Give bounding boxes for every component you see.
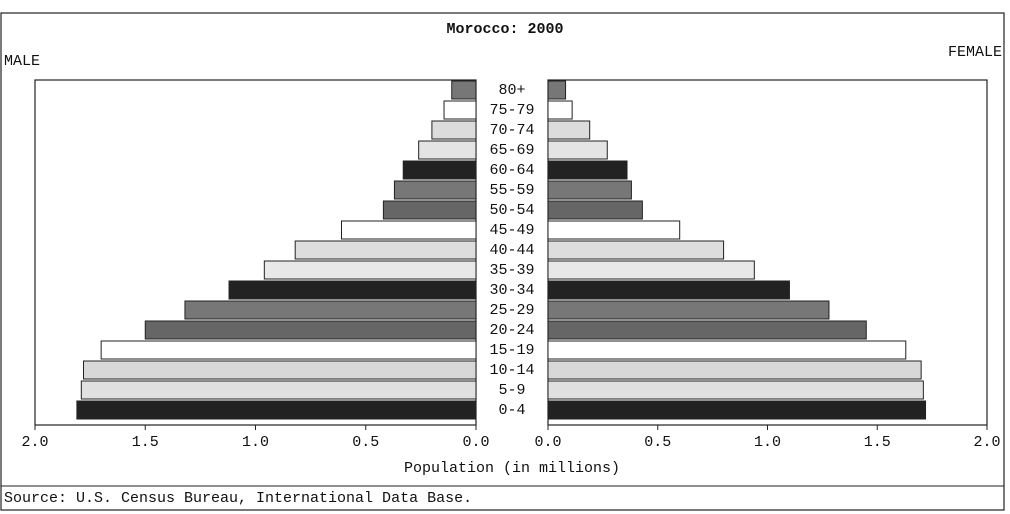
male-tick-label: 1.0: [242, 434, 269, 451]
legend-female: FEMALE: [948, 44, 1002, 61]
male-tick-label: 0.0: [462, 434, 489, 451]
female-bar: [547, 400, 927, 420]
male-bar: [443, 100, 477, 120]
female-bar: [547, 320, 867, 340]
age-label: 65-69: [489, 142, 534, 159]
age-label: 0-4: [498, 402, 525, 419]
age-label: 50-54: [489, 202, 534, 219]
age-label: 20-24: [489, 322, 534, 339]
male-bar: [402, 160, 477, 180]
female-bar: [547, 300, 830, 320]
age-label: 60-64: [489, 162, 534, 179]
female-bar: [547, 220, 681, 240]
age-label: 55-59: [489, 182, 534, 199]
female-bar: [547, 120, 591, 140]
male-bar: [418, 140, 477, 160]
male-bar: [263, 260, 477, 280]
age-label: 30-34: [489, 282, 534, 299]
x-axis-label: Population (in millions): [404, 460, 620, 477]
outer-frame: [0, 12, 1005, 511]
source-note: Source: U.S. Census Bureau, Internationa…: [4, 490, 472, 507]
age-label: 25-29: [489, 302, 534, 319]
age-label: 10-14: [489, 362, 534, 379]
age-label: 70-74: [489, 122, 534, 139]
age-label: 35-39: [489, 262, 534, 279]
male-bar: [80, 380, 477, 400]
female-bar: [547, 340, 907, 360]
male-bar: [228, 280, 477, 300]
female-bar: [547, 100, 573, 120]
age-label: 5-9: [498, 382, 525, 399]
female-bar: [547, 380, 924, 400]
male-bar: [144, 320, 477, 340]
male-tick-label: 0.5: [352, 434, 379, 451]
male-tick-label: 2.0: [21, 434, 48, 451]
male-bar: [382, 200, 477, 220]
male-bar: [451, 80, 477, 100]
female-bar: [547, 280, 790, 300]
age-label: 45-49: [489, 222, 534, 239]
legend-male: MALE: [4, 53, 40, 70]
male-bar: [393, 180, 477, 200]
male-bar: [294, 240, 477, 260]
male-bar: [83, 360, 477, 380]
male-bar: [431, 120, 477, 140]
female-bar: [547, 240, 725, 260]
female-tick-label: 2.0: [973, 434, 1000, 451]
female-bar: [547, 80, 567, 100]
female-tick-label: 0.5: [644, 434, 671, 451]
age-label: 75-79: [489, 102, 534, 119]
age-label: 15-19: [489, 342, 534, 359]
male-bar: [100, 340, 477, 360]
female-bar: [547, 140, 608, 160]
chart-title: Morocco: 2000: [446, 21, 563, 38]
female-bar: [547, 180, 632, 200]
female-bar: [547, 260, 755, 280]
male-tick-label: 1.5: [132, 434, 159, 451]
male-bar: [340, 220, 477, 240]
female-tick-label: 1.0: [754, 434, 781, 451]
male-bar: [76, 400, 477, 420]
female-bar: [547, 360, 922, 380]
male-bar: [184, 300, 477, 320]
age-label: 40-44: [489, 242, 534, 259]
female-tick-label: 1.5: [864, 434, 891, 451]
female-bar: [547, 160, 628, 180]
age-label: 80+: [498, 82, 525, 99]
female-tick-label: 0.0: [534, 434, 561, 451]
female-bar: [547, 200, 643, 220]
